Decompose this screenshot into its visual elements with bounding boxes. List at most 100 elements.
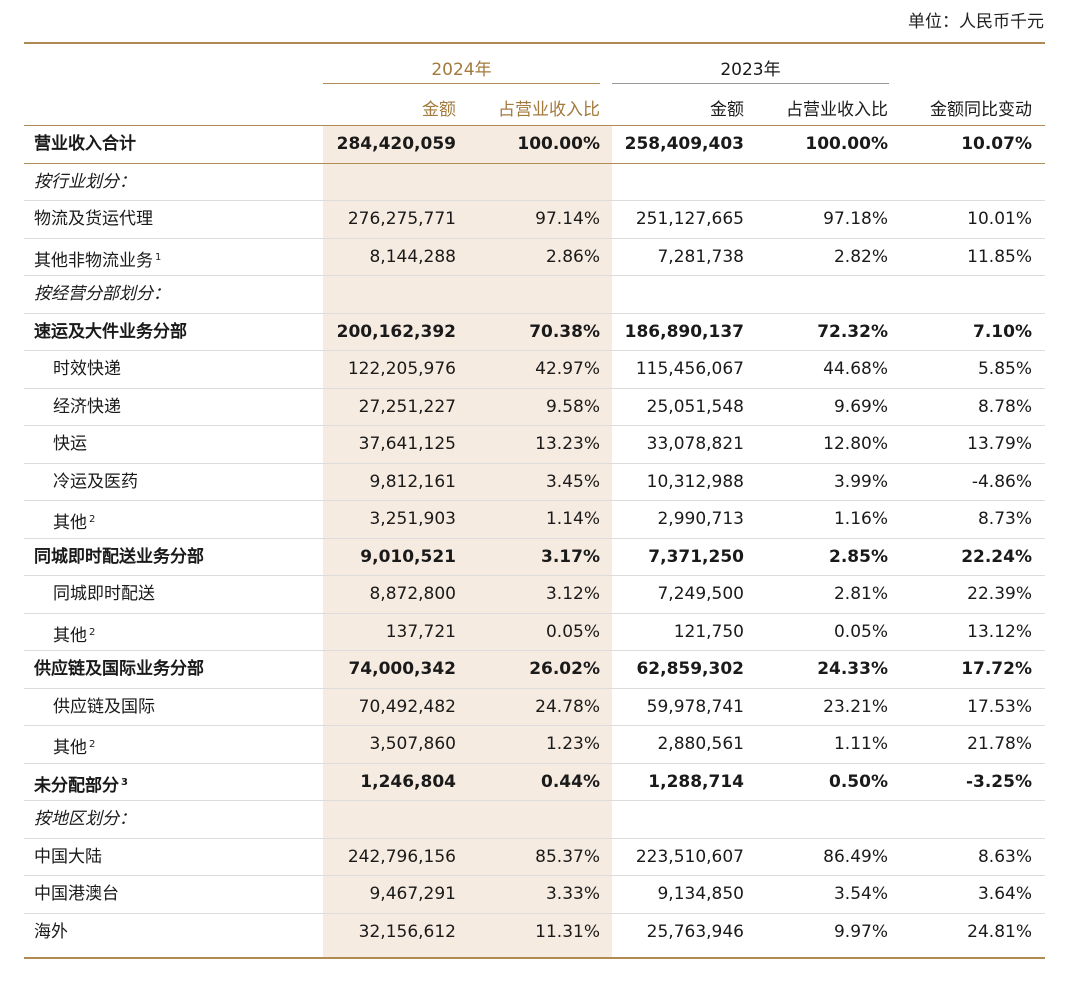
yoy-change-cell: 22.24% (961, 546, 1032, 567)
yoy-change-cell: -3.25% (965, 771, 1032, 792)
amount-2024-cell: 8,872,800 (369, 584, 456, 604)
table-top-rule (24, 42, 1045, 44)
amount-2024-cell: 122,205,976 (347, 359, 456, 379)
ratio-2023-cell: 100.00% (805, 134, 888, 154)
yoy-change-cell: 8.73% (977, 509, 1032, 529)
amount-2024-cell: 8,144,288 (369, 246, 456, 267)
section-header-row: 按经营分部划分： (24, 276, 1045, 314)
table-row: 经济快递 27,251,227 9.58% 25,051,548 9.69% 8.78% (24, 389, 1045, 426)
row-label-text: 冷运及医药 (53, 471, 138, 492)
ratio-2024-cell: 0.05% (545, 621, 600, 642)
table-row: 同城即时配送业务分部 9,010,521 3.17% 7,371,250 2.85% 22… (24, 539, 1045, 576)
header-bottom-rule (24, 125, 1045, 126)
amount-2024-cell: 9,467,291 (369, 884, 456, 904)
table-row: 中国港澳台 9,467,291 3.33% 9,134,850 3.54% 3.64% (24, 876, 1045, 914)
row-label-text: 其他 (53, 513, 87, 533)
table-row: 海外 32,156,612 11.31% 25,763,946 9.97% 24.81% (24, 914, 1045, 952)
amount-2024-cell: 137,721 (385, 621, 456, 642)
row-label-text: 速运及大件业务分部 (34, 321, 187, 342)
ratio-2023-cell: 86.49% (823, 846, 888, 867)
amount-2023-cell: 2,880,561 (657, 734, 744, 754)
row-label-text: 按行业划分： (34, 171, 136, 192)
amount-2023-cell: 186,890,137 (624, 321, 744, 342)
row-label: 同城即时配送业务分部 (34, 539, 204, 576)
table-row: 未分配部分 3 1,246,804 0.44% 1,288,714 0.50% -3.25% (24, 764, 1045, 801)
row-label: 其他非物流业务 1 (34, 239, 161, 280)
amount-2023-cell: 223,510,607 (635, 846, 744, 867)
header-amount-2023: 金额 (710, 100, 744, 120)
row-label: 时效快递 (53, 351, 121, 388)
row-label: 海外 (34, 914, 68, 951)
row-label-text: 其他 (53, 738, 87, 758)
revenue-table-body: 营业收入合计 284,420,059 100.00% 258,409,403 100.0… (24, 126, 1045, 951)
footnote-marker: 2 (89, 626, 96, 638)
ratio-2023-cell: 12.80% (823, 434, 888, 454)
ratio-2024-cell: 24.78% (535, 696, 600, 717)
row-label: 经济快递 (53, 389, 121, 426)
ratio-2023-cell: 1.11% (833, 734, 888, 754)
row-label-text: 其他非物流业务 (34, 250, 153, 271)
yoy-change-cell: 24.81% (967, 921, 1032, 942)
ratio-2024-cell: 3.12% (545, 584, 600, 604)
table-row: 营业收入合计 284,420,059 100.00% 258,409,403 100.0… (24, 126, 1045, 164)
section-header-row: 按地区划分： (24, 801, 1045, 839)
yoy-change-cell: 17.72% (961, 659, 1032, 679)
amount-2024-cell: 70,492,482 (358, 696, 456, 717)
header-ratio-2024: 占营业收入比 (498, 100, 600, 120)
row-label: 按地区划分： (34, 801, 136, 838)
row-label: 其他 2 (53, 614, 95, 655)
row-label: 速运及大件业务分部 (34, 314, 187, 351)
yoy-change-cell: 13.12% (967, 621, 1032, 642)
table-row: 时效快递 122,205,976 42.97% 115,456,067 44.68% 5.… (24, 351, 1045, 389)
amount-2024-cell: 37,641,125 (358, 434, 456, 454)
table-row: 冷运及医药 9,812,161 3.45% 10,312,988 3.99% -4.86% (24, 464, 1045, 501)
footnote-marker: 1 (155, 251, 162, 263)
row-label-text: 同城即时配送 (53, 584, 155, 604)
row-label-text: 未分配部分 (34, 775, 119, 796)
amount-2024-cell: 284,420,059 (336, 134, 456, 154)
ratio-2023-cell: 3.54% (833, 884, 888, 904)
ratio-2023-cell: 2.81% (833, 584, 888, 604)
row-label: 同城即时配送 (53, 576, 155, 613)
row-label-text: 按地区划分： (34, 809, 136, 829)
section-header-row: 按行业划分： (24, 164, 1045, 201)
amount-2024-cell: 74,000,342 (348, 659, 456, 679)
row-label: 按经营分部划分： (34, 276, 170, 313)
ratio-2024-cell: 97.14% (535, 209, 600, 229)
amount-2024-cell: 276,275,771 (347, 209, 456, 229)
amount-2023-cell: 9,134,850 (657, 884, 744, 904)
ratio-2023-cell: 24.33% (817, 659, 888, 679)
ratio-2023-cell: 0.05% (833, 621, 888, 642)
ratio-2023-cell: 9.97% (833, 921, 888, 942)
amount-2024-cell: 1,246,804 (360, 771, 456, 792)
amount-2023-cell: 121,750 (673, 621, 744, 642)
ratio-2024-cell: 3.17% (541, 546, 600, 567)
ratio-2023-cell: 0.50% (829, 771, 888, 792)
amount-2023-cell: 25,051,548 (646, 396, 744, 417)
ratio-2024-cell: 26.02% (529, 659, 600, 679)
yoy-change-cell: 21.78% (967, 734, 1032, 754)
row-label-text: 快运 (53, 434, 87, 454)
header-amount-2024: 金额 (422, 100, 456, 120)
table-row: 同城即时配送 8,872,800 3.12% 7,249,500 2.81% 22.39% (24, 576, 1045, 614)
table-row: 其他 2 3,251,903 1.14% 2,990,713 1.16% 8.73% (24, 501, 1045, 539)
row-label: 供应链及国际业务分部 (34, 651, 204, 688)
yoy-change-cell: 3.64% (977, 884, 1032, 904)
amount-2024-cell: 9,812,161 (369, 471, 456, 492)
ratio-2023-cell: 72.32% (817, 321, 888, 342)
ratio-2024-cell: 100.00% (517, 134, 600, 154)
row-label-text: 营业收入合计 (34, 134, 136, 154)
table-row: 物流及货运代理 276,275,771 97.14% 251,127,665 97.18… (24, 201, 1045, 239)
ratio-2024-cell: 3.33% (545, 884, 600, 904)
yoy-change-cell: 10.01% (967, 209, 1032, 229)
amount-2024-cell: 3,251,903 (369, 509, 456, 529)
amount-2024-cell: 32,156,612 (358, 921, 456, 942)
year-2023-underline (612, 83, 889, 84)
table-bottom-rule (24, 957, 1045, 959)
amount-2023-cell: 59,978,741 (646, 696, 744, 717)
unit-label: 单位：人民币千元 (908, 12, 1044, 32)
ratio-2024-cell: 0.44% (541, 771, 600, 792)
table-row: 速运及大件业务分部 200,162,392 70.38% 186,890,137 72.… (24, 314, 1045, 351)
ratio-2024-cell: 70.38% (529, 321, 600, 342)
amount-2024-cell: 3,507,860 (369, 734, 456, 754)
